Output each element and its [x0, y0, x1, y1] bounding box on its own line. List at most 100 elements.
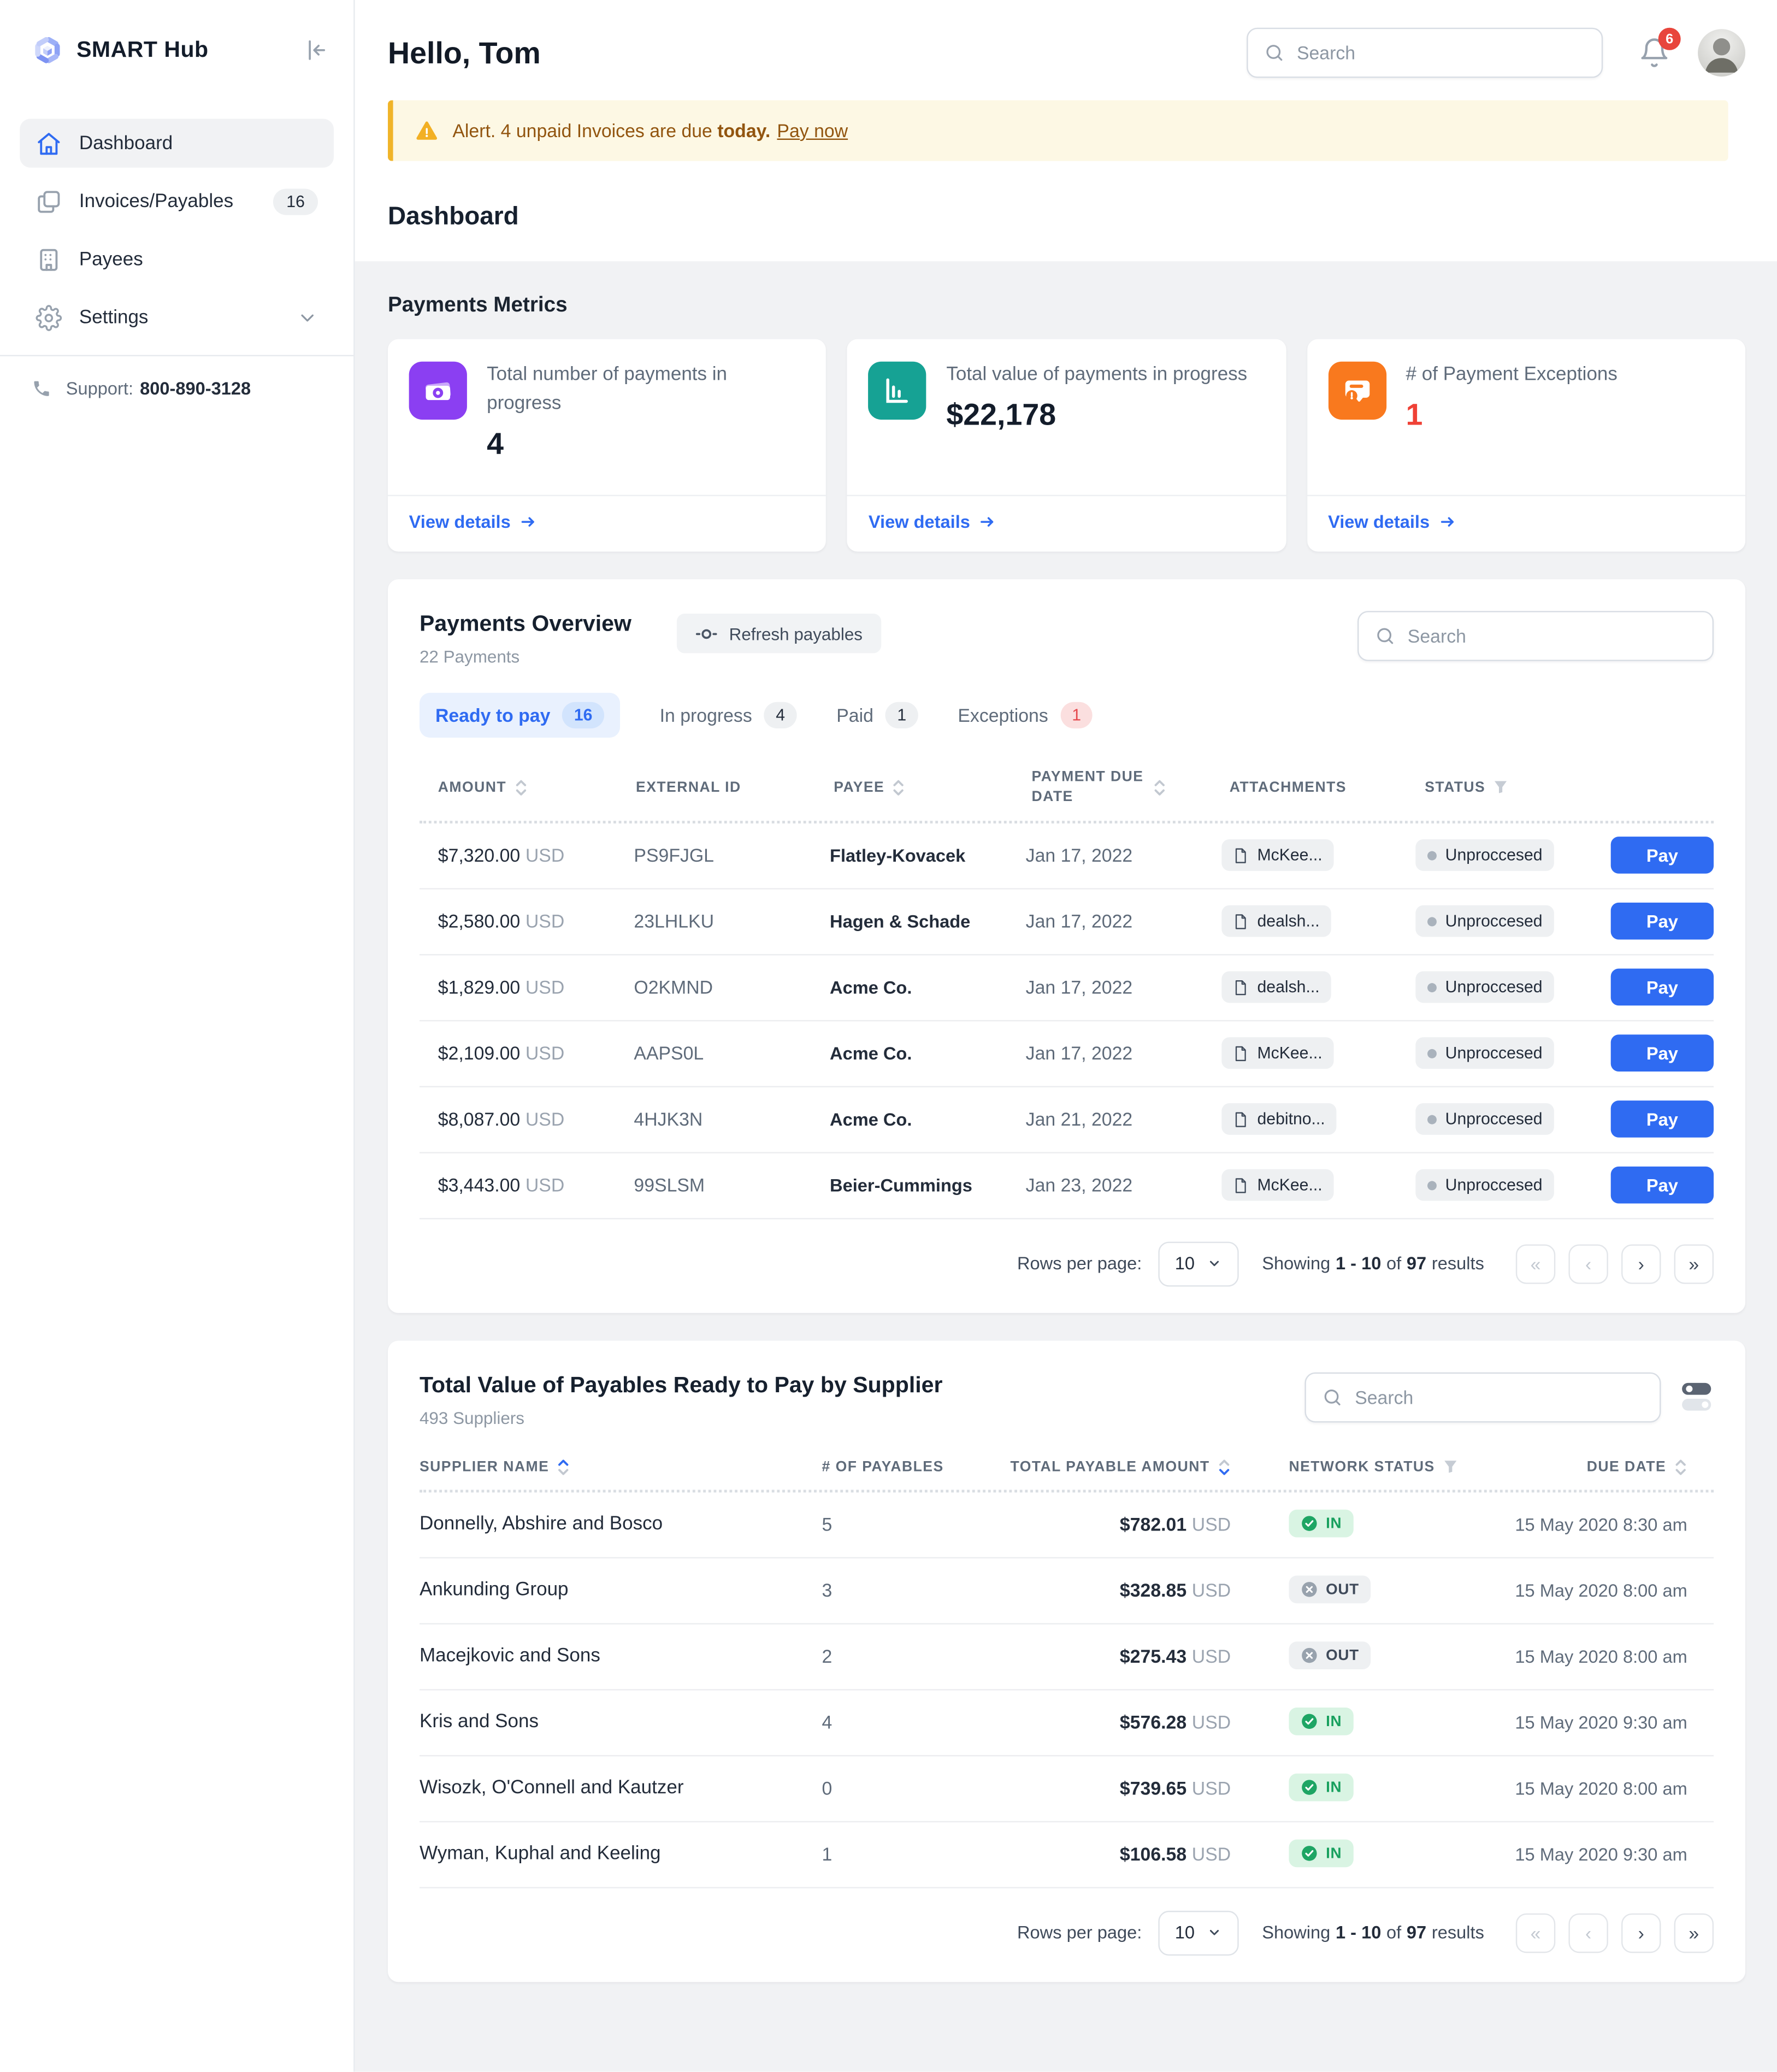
notifications-count-badge: 6 [1658, 27, 1681, 50]
payments-search-input[interactable] [1407, 625, 1697, 647]
rows-per-page-select[interactable]: 10 [1158, 1910, 1238, 1956]
toggle-on-icon [1682, 1383, 1711, 1396]
global-search-input[interactable] [1296, 42, 1586, 63]
status-dot-icon [1426, 850, 1436, 860]
pay-button[interactable]: Pay [1610, 1167, 1714, 1204]
rows-per-page-select[interactable]: 10 [1158, 1241, 1238, 1286]
attachment-chip[interactable]: McKee... [1221, 1169, 1335, 1202]
next-page-button[interactable]: › [1621, 1244, 1661, 1284]
network-status-badge: OUT [1289, 1641, 1371, 1670]
attachment-chip[interactable]: dealsh... [1221, 905, 1332, 938]
tab-count-badge: 1 [885, 702, 918, 729]
payments-count-subtitle: 22 Payments [419, 646, 520, 667]
pay-button[interactable]: Pay [1610, 969, 1714, 1006]
filter-icon[interactable] [1493, 780, 1508, 795]
search-icon [1324, 1389, 1341, 1405]
bell-icon [1641, 38, 1668, 67]
global-search [1247, 27, 1603, 78]
column-toggles-icon[interactable] [1682, 1382, 1714, 1411]
tab-paid[interactable]: Paid 1 [836, 693, 918, 738]
filter-icon[interactable] [1443, 1459, 1457, 1474]
status-badge: Unproccesed [1415, 905, 1555, 938]
sidebar-item-payees[interactable]: Payees [20, 235, 334, 284]
sort-icon[interactable] [515, 778, 528, 797]
check-circle-icon [1302, 1714, 1317, 1729]
arrow-right-icon [981, 517, 994, 527]
tab-count-badge: 4 [764, 702, 797, 729]
pay-button[interactable]: Pay [1610, 1100, 1714, 1138]
metrics-section-title: Payments Metrics [388, 294, 568, 317]
first-page-button[interactable]: « [1515, 1912, 1556, 1953]
search-icon [1266, 45, 1283, 61]
tab-in-progress[interactable]: In progress 4 [660, 693, 797, 738]
user-avatar[interactable] [1698, 29, 1746, 77]
settings-icon [36, 304, 62, 331]
suppliers-search-input[interactable] [1355, 1386, 1644, 1408]
chevron-down-icon [1209, 1930, 1219, 1935]
prev-page-button[interactable]: ‹ [1568, 1912, 1608, 1953]
arrow-right-icon [521, 517, 534, 527]
payment-row: $2,109.00 USD AAPS0L Acme Co. Jan 17, 202… [419, 1021, 1714, 1087]
sort-icon[interactable] [1218, 1458, 1231, 1476]
sidebar-item-invoices-payables[interactable]: Invoices/Payables 16 [20, 177, 334, 226]
next-page-button[interactable]: › [1621, 1912, 1661, 1953]
notifications-bell[interactable]: 6 [1638, 27, 1681, 69]
view-details-link[interactable]: View details [869, 512, 996, 532]
prev-page-button[interactable]: ‹ [1568, 1244, 1608, 1284]
support-info: Support: 800-890-3128 [20, 379, 334, 398]
sort-icon[interactable] [893, 778, 906, 797]
pay-button[interactable]: Pay [1610, 903, 1714, 940]
attachment-chip[interactable]: debitno... [1221, 1103, 1337, 1135]
payables-by-supplier-panel: Total Value of Payables Ready to Pay by … [388, 1340, 1746, 1982]
sort-icon[interactable] [1153, 778, 1166, 797]
pay-button[interactable]: Pay [1610, 837, 1714, 874]
sort-icon[interactable] [1674, 1458, 1687, 1476]
sidebar-item-settings[interactable]: Settings [20, 293, 334, 342]
avatar-image [1705, 38, 1738, 73]
table-divider [419, 1489, 1714, 1492]
column-payee: Payee [834, 778, 1031, 797]
network-status-badge: OUT [1289, 1575, 1371, 1604]
toggle-off-icon [1682, 1399, 1711, 1411]
main-area: Hello, Tom 6 [355, 0, 1777, 2072]
document-icon [1235, 1046, 1246, 1061]
payment-row: $8,087.00 USD 4HJK3N Acme Co. Jan 21, 202… [419, 1087, 1714, 1153]
document-icon [1235, 980, 1246, 995]
invoices-icon [36, 188, 62, 214]
last-page-button[interactable]: » [1674, 1912, 1714, 1953]
attachment-chip[interactable]: McKee... [1221, 839, 1335, 872]
last-page-button[interactable]: » [1674, 1244, 1714, 1284]
sort-icon[interactable] [557, 1458, 570, 1476]
chevron-down-icon [1209, 1261, 1219, 1267]
status-badge: Unproccesed [1415, 1103, 1555, 1135]
refresh-payables-button[interactable]: Refresh payables [676, 613, 881, 654]
column-total-payable-amount: Total payable amount [993, 1458, 1231, 1476]
attachment-chip[interactable]: dealsh... [1221, 971, 1332, 1003]
column-num-payables: # of payables [822, 1459, 944, 1475]
pay-now-link[interactable]: Pay now [777, 120, 848, 142]
network-status-badge: IN [1289, 1839, 1354, 1868]
tab-exceptions[interactable]: Exceptions 1 [958, 693, 1093, 738]
tab-ready-to-pay[interactable]: Ready to pay 16 [419, 692, 621, 738]
payment-row: $7,320.00 USD PS9FJGL Flatley-Kovacek Jan… [419, 823, 1714, 889]
alert-banner: Alert. 4 unpaid Invoices are due today. … [388, 100, 1728, 161]
pay-button[interactable]: Pay [1610, 1034, 1714, 1072]
sidebar-item-label: Invoices/Payables [79, 190, 234, 212]
payments-overview-title: Payments Overview [419, 611, 631, 637]
metric-card-payments-value: Total value of payments in progress $22,… [847, 339, 1286, 552]
tab-count-badge: 1 [1060, 702, 1093, 729]
sidebar-item-dashboard[interactable]: Dashboard [20, 119, 334, 168]
status-badge: Unproccesed [1415, 839, 1555, 872]
view-details-link[interactable]: View details [1328, 512, 1456, 532]
payment-row: $3,443.00 USD 99SLSM Beier-Cummings Jan 2… [419, 1153, 1714, 1219]
document-icon [1235, 847, 1246, 863]
column-amount: Amount [438, 778, 636, 797]
view-details-link[interactable]: View details [409, 512, 537, 532]
warning-icon [416, 121, 438, 139]
status-badge: Unproccesed [1415, 1169, 1555, 1202]
attachment-chip[interactable]: McKee... [1221, 1037, 1335, 1069]
first-page-button[interactable]: « [1515, 1244, 1556, 1284]
rows-per-page-label: Rows per page: [1017, 1923, 1142, 1943]
sidebar-collapse-icon[interactable] [302, 37, 328, 63]
